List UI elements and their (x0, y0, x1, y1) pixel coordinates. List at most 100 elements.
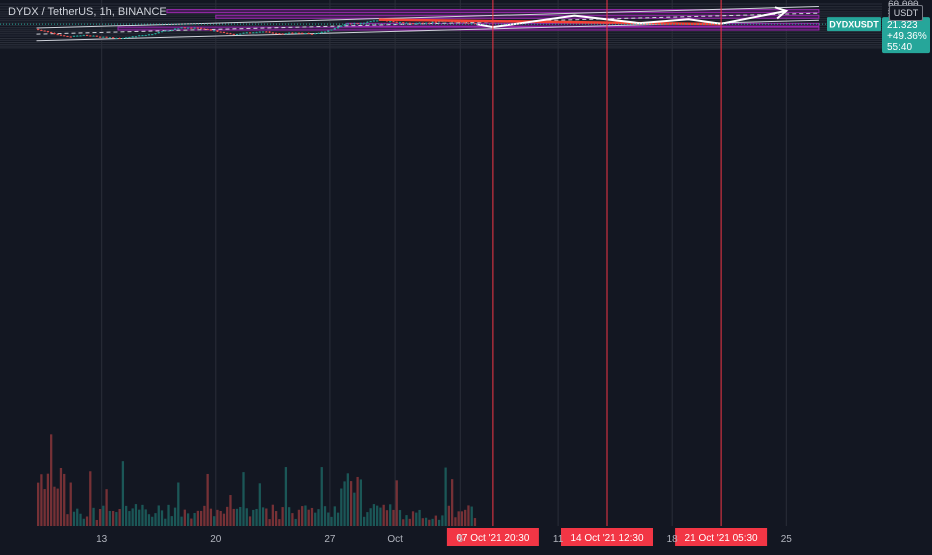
candle-body (405, 22, 408, 24)
candle-body (72, 35, 76, 37)
candle-body (297, 32, 301, 34)
zone-box[interactable] (117, 26, 820, 31)
candle-body (209, 29, 213, 31)
candle-body (252, 32, 255, 34)
candle-body (180, 27, 183, 29)
candle-body (232, 33, 235, 35)
volume-bar (177, 482, 180, 526)
candle-body (343, 24, 346, 26)
grid (0, 0, 882, 526)
candle-body (248, 32, 252, 34)
candle-body (69, 36, 72, 38)
candle-body (53, 32, 56, 35)
candle-body (411, 23, 415, 25)
volume-bar (235, 508, 239, 526)
candle-body (395, 21, 398, 23)
candle-body (314, 33, 317, 35)
candle-body (206, 28, 209, 30)
volume-bar (53, 486, 56, 526)
volume-bar (252, 509, 255, 526)
time-axis[interactable]: 13 20 27 Oct 5 11 18 25 (96, 534, 792, 545)
volume-bar (437, 519, 441, 526)
candle-body (190, 27, 193, 29)
candle-body (271, 32, 274, 34)
candle-body (320, 31, 323, 34)
volume-bar (353, 492, 356, 526)
time-tick-label: 27 (324, 534, 336, 545)
volume-bar (372, 504, 376, 526)
volume-bar (454, 517, 457, 526)
candle-body (460, 21, 464, 23)
volume-bar (307, 509, 310, 526)
volume-bar (239, 507, 242, 526)
candle-body (431, 21, 434, 23)
volume-bar (164, 518, 167, 526)
volume-bar (261, 507, 265, 526)
candle-body (398, 22, 402, 24)
volume-bar (167, 504, 170, 526)
candle-body (95, 35, 98, 37)
time-marker-label-bg[interactable] (446, 528, 539, 546)
candle-body (284, 33, 288, 35)
candle-body (353, 23, 356, 25)
candle-body (43, 30, 46, 32)
volume-bar (460, 511, 464, 526)
volume-bar (255, 508, 258, 526)
volume-bar (421, 518, 424, 526)
volume-bar (294, 518, 297, 526)
volume-bar (362, 516, 366, 526)
candle-body (255, 32, 258, 34)
candle-body (372, 20, 376, 22)
time-marker-label[interactable]: 21 Oct '21 05:30 (685, 533, 759, 544)
volume-bar (232, 508, 235, 526)
volume-bar (206, 473, 209, 526)
candle-body (160, 31, 164, 33)
candle-body (147, 34, 151, 36)
volume-bar (405, 515, 408, 526)
candle-body (359, 22, 363, 24)
candle-body (317, 33, 320, 35)
volume-bar (222, 513, 226, 526)
channel-midline[interactable] (36, 12, 819, 35)
candle-body (157, 32, 160, 34)
zone-box[interactable] (215, 14, 820, 19)
candle-body (213, 30, 216, 32)
time-marker-label[interactable]: 07 Oct '21 20:30 (456, 533, 530, 544)
candle-body (89, 35, 92, 37)
candle-body (154, 33, 157, 35)
candle-body (98, 36, 102, 38)
candle-body (457, 21, 460, 23)
currency-button[interactable]: USDT (889, 5, 923, 21)
volume-bar (415, 512, 418, 526)
volume-bar (151, 516, 154, 526)
candle-body (467, 22, 470, 24)
candle-body (294, 32, 297, 34)
volume-bar (160, 510, 164, 526)
volume-bar (59, 467, 63, 526)
volume-bar (105, 489, 108, 526)
volume-bar (173, 507, 177, 526)
volume-bar (473, 518, 477, 526)
volume-bar (36, 482, 40, 526)
price-axis[interactable]: 60.00052.50046.50040.50036.50032.50028.5… (827, 0, 932, 550)
time-markers[interactable]: 07 Oct '21 20:30 14 Oct '21 12:30 21 Oct '… (446, 0, 768, 546)
time-tick-label: 18 (667, 534, 679, 545)
candle-body (330, 29, 333, 31)
volume-bar (102, 505, 105, 526)
time-marker-label-bg[interactable] (675, 528, 768, 546)
volume-bar (356, 476, 359, 526)
candle-body (428, 22, 431, 24)
candle-body (79, 35, 82, 37)
candle-body (369, 21, 372, 23)
time-marker-label[interactable]: 14 Oct '21 12:30 (570, 533, 644, 544)
volume-bar (226, 506, 229, 526)
red-trendline[interactable] (378, 18, 722, 26)
volume-bar (193, 513, 196, 526)
time-marker-label-bg[interactable] (561, 528, 653, 546)
volume-bar (457, 511, 460, 526)
channel-line[interactable] (36, 6, 819, 29)
volume-bar (125, 505, 128, 526)
candle-body (134, 36, 138, 38)
